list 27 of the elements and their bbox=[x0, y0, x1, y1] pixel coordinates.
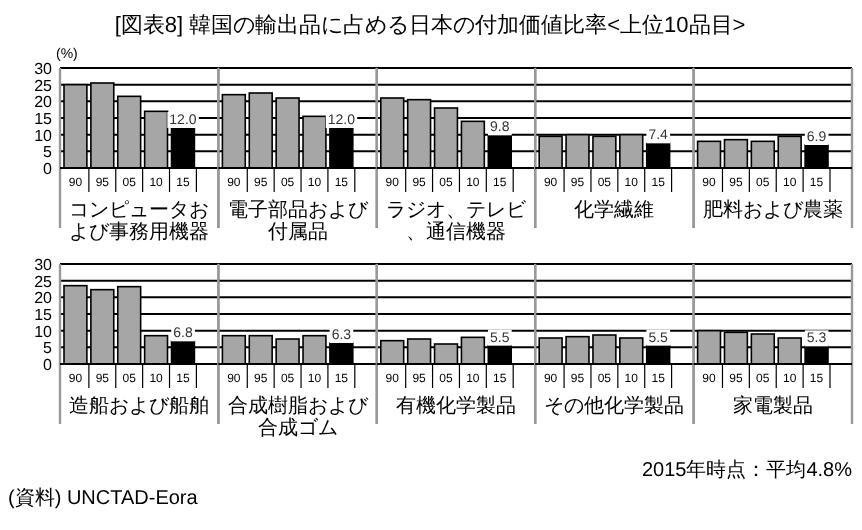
y-tick-label: 10 bbox=[34, 126, 54, 145]
y-tick-label: 0 bbox=[43, 356, 54, 374]
x-axis-title: ラジオ、テレビ、通信機器 bbox=[386, 200, 528, 244]
y-tick-label: 5 bbox=[43, 339, 54, 358]
x-axis-title: 合成樹脂および合成ゴム bbox=[227, 394, 370, 440]
text: (資料) UNCTAD-Eora bbox=[8, 486, 199, 510]
y-tick-label: 15 bbox=[34, 306, 54, 324]
x-axis-title: 家電製品 bbox=[732, 394, 813, 418]
x-axis-title: その他化学製品 bbox=[544, 394, 685, 418]
x-axis-title: 化学繊維 bbox=[574, 198, 655, 222]
y-tick-label: 25 bbox=[34, 76, 54, 95]
y-tick-label: 20 bbox=[34, 93, 54, 112]
y-tick-label: 30 bbox=[34, 60, 54, 78]
x-axis-title: 電子部品および付属品 bbox=[227, 198, 370, 244]
y-tick-label: 30 bbox=[34, 256, 54, 274]
y-tick-label: 10 bbox=[34, 322, 54, 341]
y-tick-label: 20 bbox=[34, 289, 54, 308]
x-axis-title: 肥料および農薬 bbox=[702, 198, 843, 222]
y-tick-label: 5 bbox=[43, 143, 54, 162]
x-axis-title: コンピュータおよび事務用機器 bbox=[69, 200, 210, 244]
y-tick-label: 0 bbox=[43, 160, 54, 178]
x-axis-title: 有機化学製品 bbox=[396, 394, 516, 418]
y-tick-label: 15 bbox=[34, 110, 54, 128]
y-tick-label: 25 bbox=[34, 272, 54, 291]
x-axis-title: 造船および船舶 bbox=[69, 394, 210, 418]
text: 2015年時点：平均4.8% bbox=[641, 458, 853, 482]
text: [図表8] 韓国の輸出品に占める日本の付加価値比率<上位10品目> bbox=[114, 12, 746, 38]
